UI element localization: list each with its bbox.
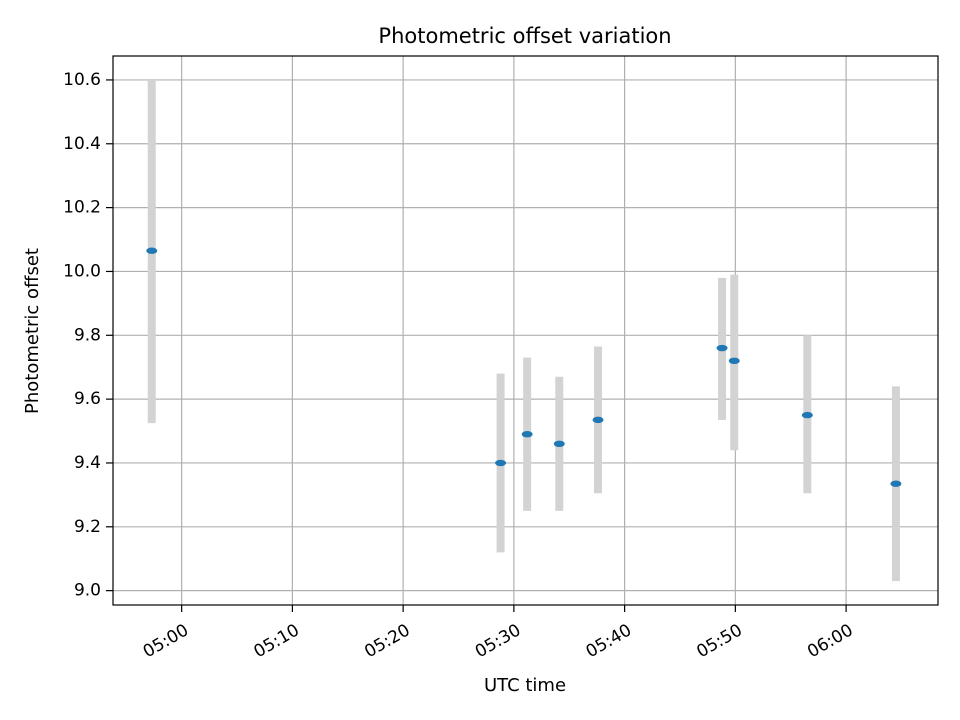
y-tick-label: 9.8 [74, 325, 101, 345]
data-points [146, 247, 902, 487]
data-point [553, 440, 565, 448]
y-tick-label: 10.6 [63, 70, 101, 90]
y-tick-label: 9.4 [74, 453, 101, 473]
y-tick-label: 10.4 [63, 134, 101, 154]
data-point [592, 416, 604, 424]
data-point [728, 357, 740, 365]
data-point [801, 411, 813, 419]
y-axis-title: Photometric offset [22, 248, 43, 414]
y-tick-label: 10.2 [63, 198, 101, 218]
data-point [716, 344, 728, 352]
y-tick-label: 9.6 [74, 389, 101, 409]
x-axis-title: UTC time [484, 675, 566, 696]
data-point [521, 431, 533, 438]
y-tick-label: 10.0 [63, 261, 101, 281]
y-tick-label: 9.2 [74, 517, 101, 537]
data-point [146, 247, 158, 254]
plot-frame [112, 55, 939, 606]
y-tick-label: 9.0 [74, 581, 101, 601]
data-point [495, 459, 507, 467]
data-point [890, 480, 902, 487]
chart-title: Photometric offset variation [378, 24, 671, 48]
